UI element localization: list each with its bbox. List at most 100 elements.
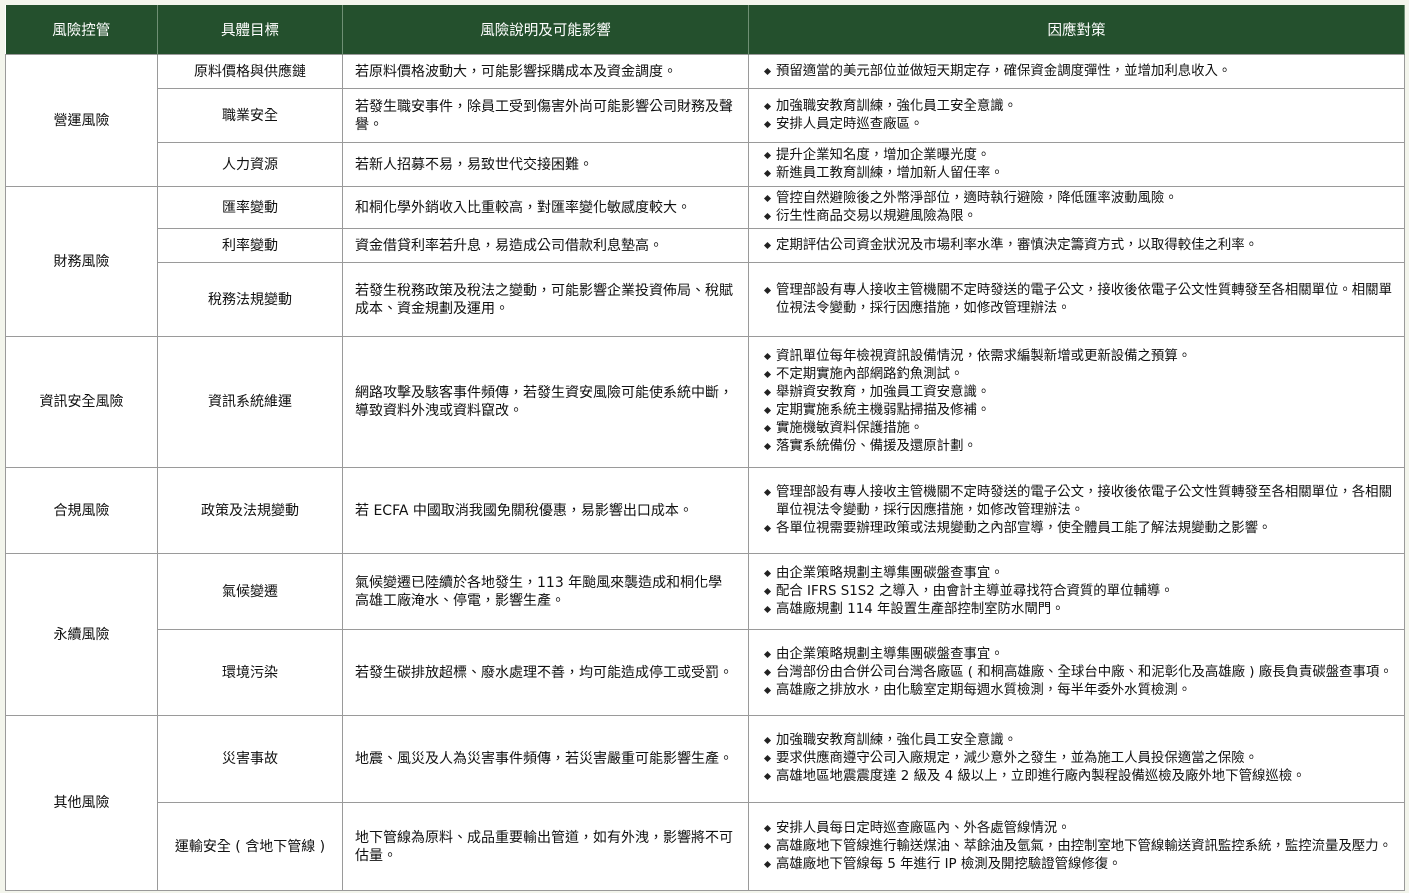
bullet (763, 120, 772, 128)
measure-item: 提升企業知名度，增加企業曝光度。 (763, 147, 1394, 165)
measure-item: 預留適當的美元部位並做短天期定存，確保資金調度彈性，並增加利息收入。 (763, 63, 1394, 81)
measures-cell: 加強職安教育訓練，強化員工安全意識。 安排人員定時巡查廠區。 (748, 88, 1405, 143)
measure-text: 實施機敏資料保護措施。 (776, 421, 924, 436)
table-row: 利率變動 資金借貸利率若升息，易造成公司借款利息墊高。 定期評估公司資金狀況及市場利… (6, 228, 1405, 263)
measure-item: 管控自然避險後之外幣淨部位，適時執行避險，降低匯率波動風險。 (763, 190, 1394, 208)
bullet (763, 388, 772, 397)
measure-list: 加強職安教育訓練，強化員工安全意識。 安排人員定時巡查廠區。 (763, 98, 1394, 134)
bullet (763, 736, 772, 745)
measure-item: 高雄廠地下管線進行輸送煤油、萃餘油及氫氣，由控制室地下管線輸送資訊監控系統，監控… (763, 838, 1394, 856)
category-cell: 其他風險 (5, 715, 158, 891)
category-cell: 財務風險 (5, 186, 158, 337)
table-row: 永續風險 氣候變遷 氣候變遷已陸續於各地發生，113 年颱風來襲造成和桐化學高雄工廠… (5, 553, 1405, 716)
bullet (763, 442, 772, 451)
measure-text: 新進員工教育訓練，增加新人留任率。 (776, 165, 1004, 181)
target-cell: 原料價格與供應鏈 (157, 54, 343, 89)
category-cell: 合規風險 (5, 467, 158, 554)
bullet (763, 102, 772, 110)
bullet (763, 772, 772, 781)
measure-text: 各單位視需要辦理政策或法規變動之內部宣導，使全體員工能了解法規變動之影響。 (776, 520, 1272, 536)
measure-item: 安排人員每日定時巡查廠區內、外各處管線情況。 (763, 820, 1394, 838)
table-row: 合規風險 政策及法規變動若 ECFA 中國取消我國免關稅優惠，易影響出口成本。 管理… (5, 467, 1405, 554)
table-row: 資訊安全風險 資訊系統維運 網路攻擊及駭客事件頻傳，若發生資安風險可能使系統中斷，導… (5, 336, 1405, 468)
table-row: 其他風險 災害事故 地震、風災及人為災害事件頻傳，若災害嚴重可能影響生產。 加強職安教… (5, 715, 1405, 891)
measure-item: 高雄地區地震震度達 2 級及 4 級以上，立即進行廠內製程設備巡檢及廠外地下管線… (763, 768, 1394, 786)
measure-text: 管理部設有專人接收主管機關不定時發送的電子公文，接收後依電子公文性質轉發至各相關… (776, 484, 1392, 518)
measures-cell: 預留適當的美元部位並做短天期定存，確保資金調度彈性，並增加利息收入。 (748, 54, 1405, 89)
table-row: 稅務法規變動 若發生稅務政策及稅法之變動，可能影響企業投資佈局、稅賦成本、資金規劃… (6, 262, 1405, 337)
description-cell: 若發生稅務政策及稅法之變動，可能影響企業投資佈局、稅賦成本、資金規劃及運用。 (342, 262, 749, 337)
measure-item: 高雄廠地下管線每 5 年進行 IP 檢測及開挖驗證管線修復。 (763, 856, 1394, 874)
description-cell: 若新人招募不易，易致世代交接困難。 (342, 142, 749, 187)
measure-text: 安排人員每日定時巡查廠區內、外各處管線情況。 (776, 820, 1071, 836)
bullet (763, 650, 772, 658)
target-cell: 運輸安全 ( 含地下管線 ) (157, 802, 343, 891)
measure-text: 不定期實施內部網路釣魚測試。 (776, 367, 964, 382)
bullet (763, 352, 772, 361)
target-cell: 政策及法規變動 (157, 467, 343, 554)
measure-list: 加強職安教育訓練，強化員工安全意識。 要求供應商遵守公司入廠規定，減少意外之發生，… (763, 732, 1394, 786)
measure-item: 台灣部份由合併公司台灣各廠區 ( 和桐高雄廠、全球台中廠、和泥彰化及高雄廠 ) … (763, 664, 1394, 682)
measure-text: 配合 IFRS S1S2 之導入，由會計主導並尋找符合資質的單位輔導。 (776, 583, 1174, 599)
measures-cell: 管理部設有專人接收主管機關不定時發送的電子公文，接收後依電子公文性質轉發至各相關… (748, 467, 1405, 554)
table-row: 職業安全 若發生職安事件，除員工受到傷害外尚可能影響公司財務及聲譽。 加強職安教育訓… (6, 88, 1405, 143)
bullet (763, 488, 772, 496)
measure-item: 實施機敏資料保護措施。 (763, 420, 1394, 438)
category-cell: 營運風險 (5, 54, 158, 187)
bullet (763, 686, 772, 694)
bullet (763, 241, 772, 249)
measure-text: 管控自然避險後之外幣淨部位，適時執行避險，降低匯率波動風險。 (776, 190, 1178, 206)
measures-cell: 加強職安教育訓練，強化員工安全意識。 要求供應商遵守公司入廠規定，減少意外之發生，… (748, 715, 1405, 803)
bullet (763, 151, 772, 159)
header-cell: 具體目標 (157, 5, 343, 55)
bullet (763, 406, 772, 415)
category-cell: 永續風險 (5, 553, 158, 716)
header-row: 風險控管 具體目標 風險說明及可能影響 因應對策 (5, 5, 1405, 55)
measure-text: 高雄地區地震震度達 2 級及 4 級以上，立即進行廠內製程設備巡檢及廠外地下管線… (776, 769, 1306, 784)
table-row: 人力資源 若新人招募不易，易致世代交接困難。 提升企業知名度，增加企業曝光度。 新進員… (6, 142, 1405, 187)
measure-text: 提升企業知名度，增加企業曝光度。 (776, 147, 991, 163)
description-cell: 地下管線為原料、成品重要輸出管道，如有外洩，影響將不可估量。 (342, 802, 749, 891)
measure-item: 加強職安教育訓練，強化員工安全意識。 (763, 98, 1394, 116)
measure-list: 資訊單位每年檢視資訊設備情況，依需求編製新增或更新設備之預算。 不定期實施內部網路… (763, 348, 1394, 456)
bullet (763, 424, 772, 433)
bullet (763, 668, 772, 676)
bullet (763, 754, 772, 763)
risk-table-wrap: 風險控管 具體目標 風險說明及可能影響 因應對策 營運風險 原料價格與供應鏈 若原料價格波… (5, 5, 1405, 891)
target-cell: 人力資源 (157, 142, 343, 187)
measure-text: 定期實施系統主機弱點掃描及修補。 (776, 403, 991, 418)
bullet (763, 67, 772, 75)
measures-cell: 定期評估公司資金狀況及市場利率水準，審慎決定籌資方式，以取得較佳之利率。 (748, 228, 1405, 263)
table-body: 營運風險 原料價格與供應鏈 若原料價格波動大，可能影響採購成本及資金調度。 預留適當的… (5, 54, 1405, 891)
description-cell: 若 ECFA 中國取消我國免關稅優惠，易影響出口成本。 (342, 467, 749, 554)
target-cell: 環境污染 (157, 629, 343, 716)
measures-cell: 資訊單位每年檢視資訊設備情況，依需求編製新增或更新設備之預算。 不定期實施內部網路… (748, 336, 1405, 468)
header-cell: 風險控管 (5, 5, 158, 55)
target-cell: 災害事故 (157, 715, 343, 803)
measure-list: 提升企業知名度，增加企業曝光度。 新進員工教育訓練，增加新人留任率。 (763, 147, 1394, 183)
bullet (763, 824, 772, 832)
target-cell: 利率變動 (157, 228, 343, 263)
measure-item: 衍生性商品交易以規避風險為限。 (763, 208, 1394, 226)
bullet (763, 842, 772, 850)
measure-text: 舉辦資安教育，加強員工資安意識。 (776, 385, 991, 400)
measure-list: 預留適當的美元部位並做短天期定存，確保資金調度彈性，並增加利息收入。 (763, 63, 1394, 81)
measure-item: 各單位視需要辦理政策或法規變動之內部宣導，使全體員工能了解法規變動之影響。 (763, 520, 1394, 538)
measure-item: 不定期實施內部網路釣魚測試。 (763, 366, 1394, 384)
measure-item: 管理部設有專人接收主管機關不定時發送的電子公文，接收後依電子公文性質轉發至各相關… (763, 282, 1394, 318)
measure-text: 資訊單位每年檢視資訊設備情況，依需求編製新增或更新設備之預算。 (776, 349, 1192, 364)
measures-cell: 管理部設有專人接收主管機關不定時發送的電子公文，接收後依電子公文性質轉發至各相關… (748, 262, 1405, 337)
measure-text: 落實系統備份、備援及還原計劃。 (776, 439, 977, 454)
measure-text: 高雄廠地下管線進行輸送煤油、萃餘油及氫氣，由控制室地下管線輸送資訊監控系統，監控… (776, 838, 1392, 854)
measure-item: 安排人員定時巡查廠區。 (763, 116, 1394, 134)
bullet (763, 212, 772, 220)
measure-text: 管理部設有專人接收主管機關不定時發送的電子公文，接收後依電子公文性質轉發至各相關… (776, 282, 1392, 316)
measure-text: 由企業策略規劃主導集團碳盤查事宜。 (776, 565, 1004, 581)
measure-item: 高雄廠規劃 114 年設置生產部控制室防水閘門。 (763, 601, 1394, 619)
bullet (763, 169, 772, 177)
description-cell: 網路攻擊及駭客事件頻傳，若發生資安風險可能使系統中斷，導致資料外洩或資料竄改。 (342, 336, 749, 468)
header-cell: 因應對策 (748, 5, 1405, 55)
measure-item: 管理部設有專人接收主管機關不定時發送的電子公文，接收後依電子公文性質轉發至各相關… (763, 484, 1394, 520)
description-cell: 地震、風災及人為災害事件頻傳，若災害嚴重可能影響生產。 (342, 715, 749, 803)
measure-text: 要求供應商遵守公司入廠規定，減少意外之發生，並為施工人員投保適當之保險。 (776, 751, 1259, 766)
